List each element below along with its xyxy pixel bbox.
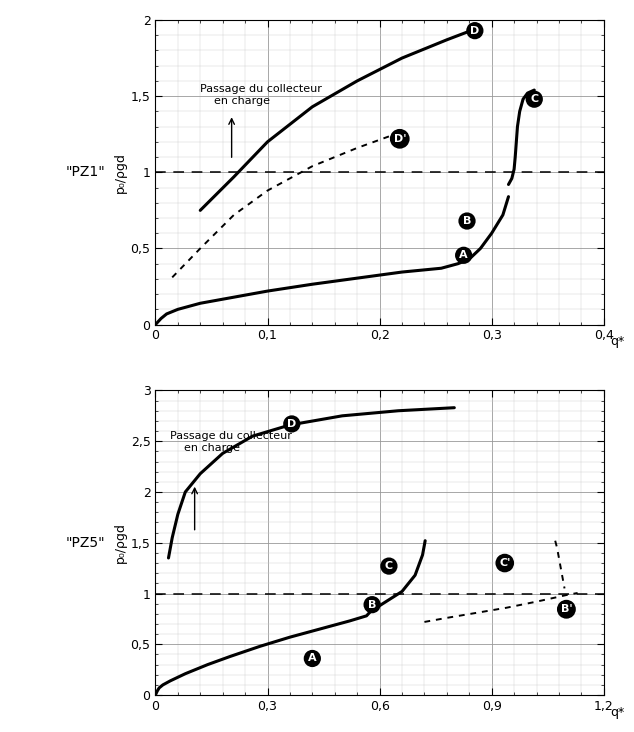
Text: B: B <box>463 216 471 226</box>
Text: B: B <box>368 600 377 610</box>
Text: C: C <box>385 561 393 571</box>
Text: "PZ5": "PZ5" <box>66 536 106 550</box>
Text: A: A <box>460 250 468 261</box>
Text: Passage du collecteur
    en charge: Passage du collecteur en charge <box>171 431 292 452</box>
Text: B': B' <box>560 604 573 614</box>
Text: "PZ1": "PZ1" <box>66 165 106 179</box>
Text: C: C <box>530 94 538 104</box>
Text: C': C' <box>499 558 510 568</box>
X-axis label: q*: q* <box>610 335 624 348</box>
Text: D': D' <box>394 134 406 143</box>
X-axis label: q*: q* <box>610 706 624 719</box>
Text: Passage du collecteur
    en charge: Passage du collecteur en charge <box>200 84 322 105</box>
Text: A: A <box>308 654 316 663</box>
Text: D: D <box>470 26 479 36</box>
Y-axis label: p₀/ρgd: p₀/ρgd <box>113 152 126 193</box>
Text: D: D <box>287 419 297 429</box>
Y-axis label: p₀/ρgd: p₀/ρgd <box>113 523 126 563</box>
